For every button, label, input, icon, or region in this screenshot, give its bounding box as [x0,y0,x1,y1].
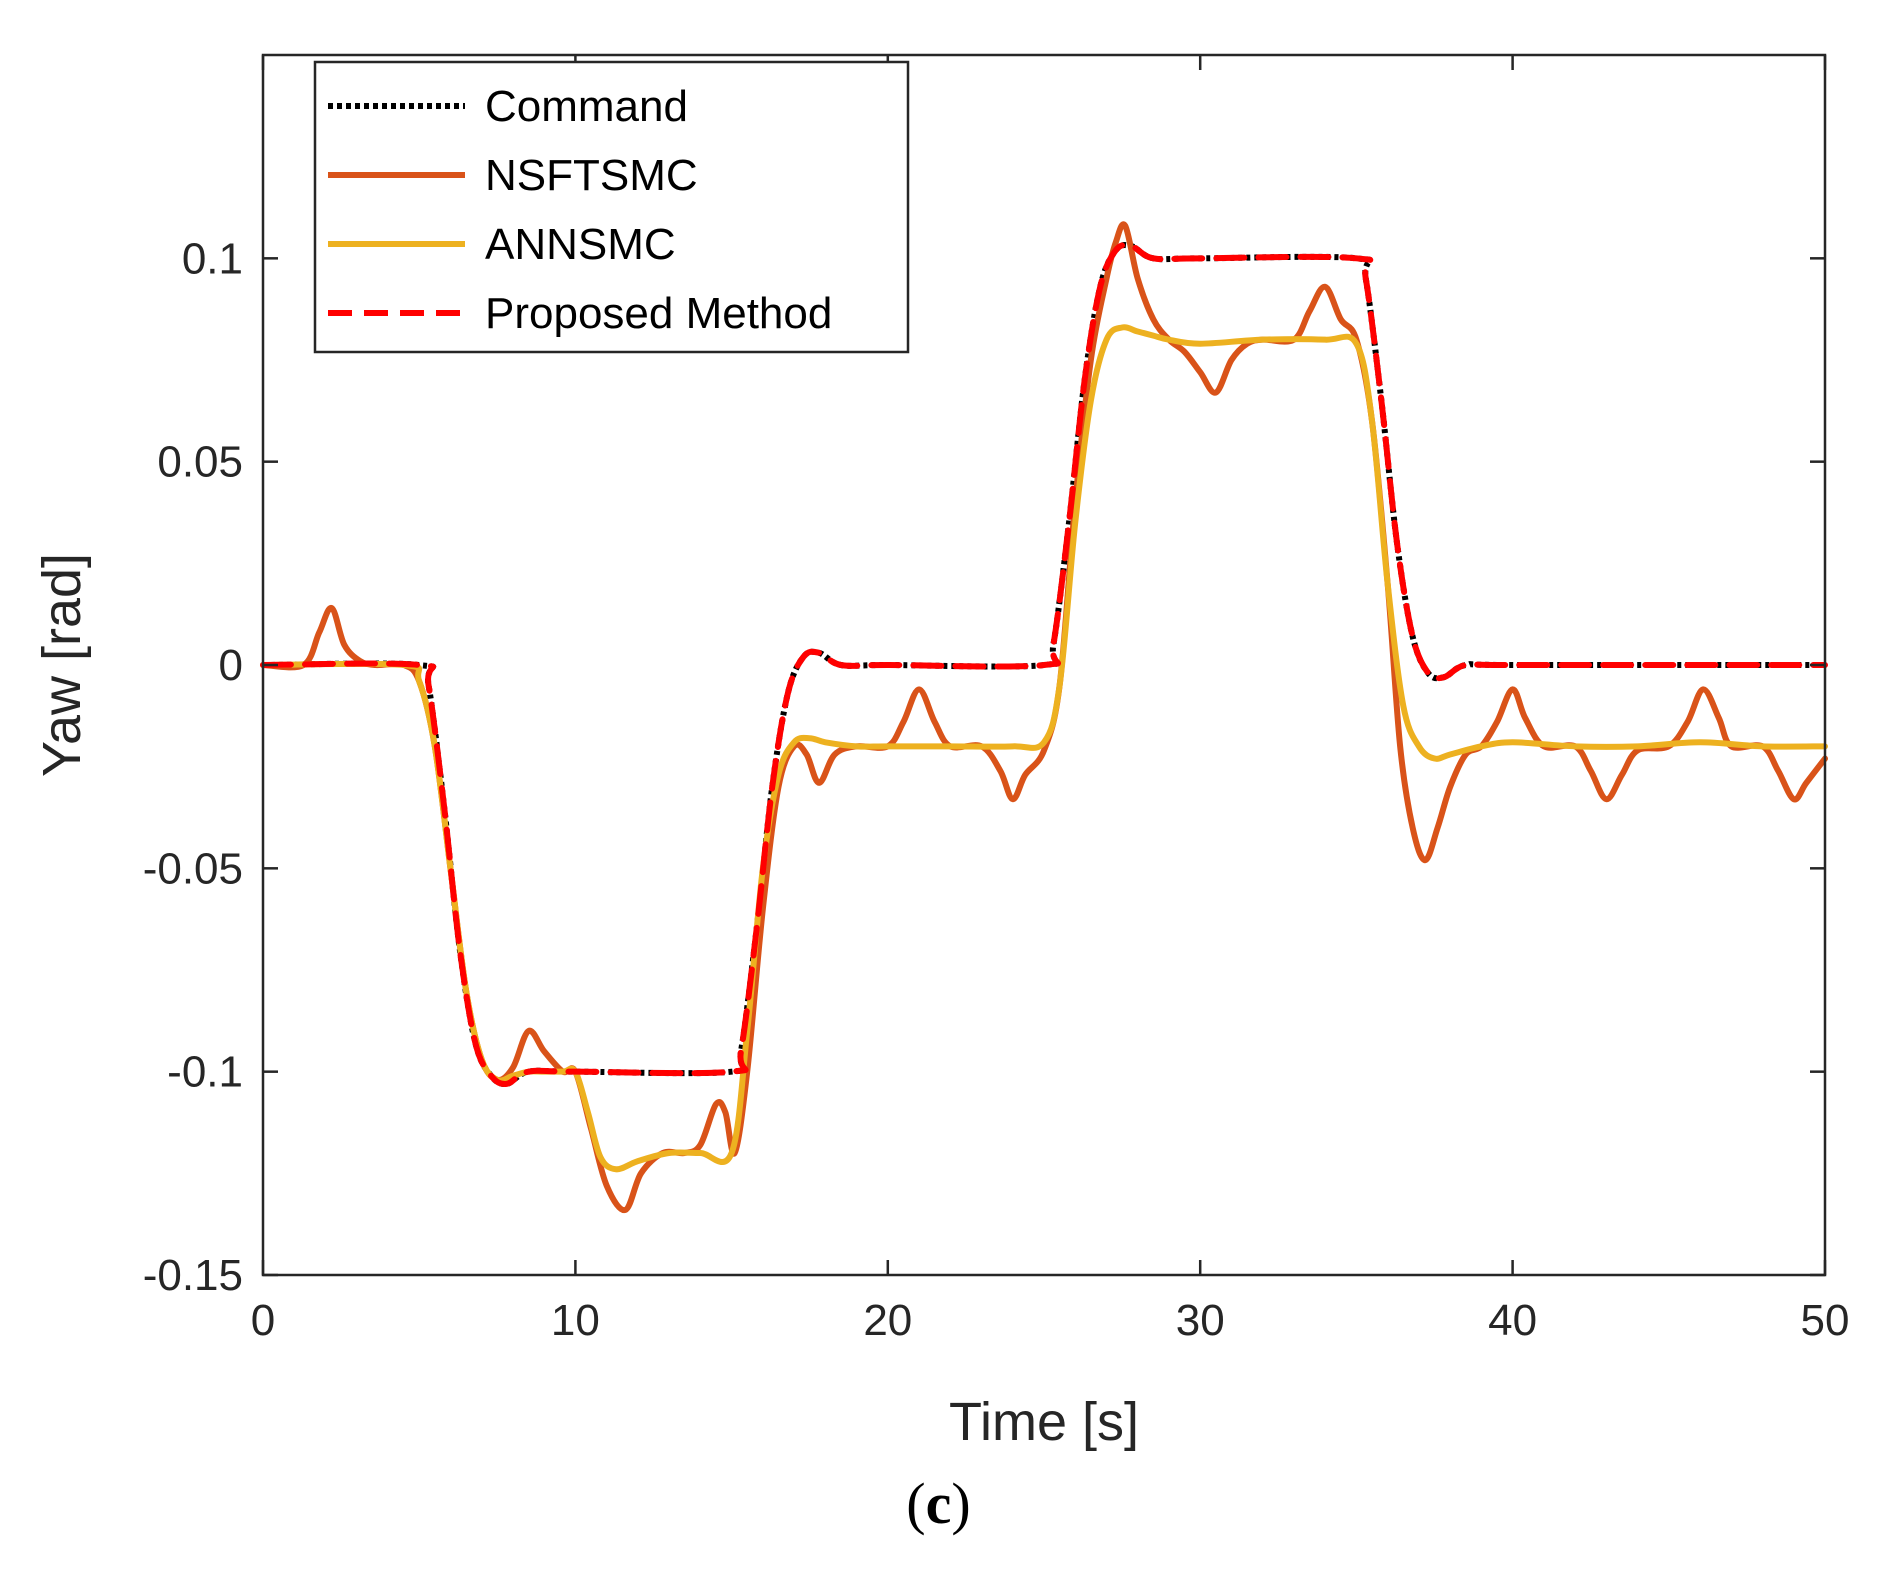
series-line-proposed-method [260,242,1828,1087]
caption-letter: c [925,1471,952,1536]
y-tick-label: -0.15 [143,1251,243,1300]
axis-ticks [261,55,1827,1277]
y-axis-title: Yaw [rad] [32,553,92,777]
x-tick-label: 30 [1176,1296,1225,1345]
legend: Command NSFTSMC ANNSMC Proposed Method [313,60,910,354]
legend-label-command: Command [485,82,688,131]
x-tick-label: 20 [863,1296,912,1345]
series-layer [260,221,1828,1214]
legend-label-annsmc: ANNSMC [485,220,676,269]
legend-label-nsftsmc: NSFTSMC [485,151,698,200]
figure-caption: (c) [0,1470,1877,1537]
series-line-annsmc [260,324,1828,1173]
y-tick-labels: -0.15 -0.1 -0.05 0 0.05 0.1 [143,234,243,1300]
x-tick-label: 50 [1801,1296,1850,1345]
caption-open-paren: ( [906,1471,926,1536]
x-tick-label: 0 [251,1296,275,1345]
x-tick-labels: 0 10 20 30 40 50 [251,1296,1850,1345]
x-axis-title: Time [s] [949,1392,1139,1452]
y-tick-label: 0 [219,641,243,690]
legend-box [313,60,910,354]
y-tick-label: 0.05 [157,438,243,487]
y-tick-label: 0.1 [182,234,243,283]
y-tick-label: -0.1 [167,1048,243,1097]
y-tick-label: -0.05 [143,844,243,893]
x-tick-label: 40 [1488,1296,1537,1345]
caption-close-paren: ) [951,1471,971,1536]
legend-label-proposed-method: Proposed Method [485,289,832,338]
x-tick-label: 10 [551,1296,600,1345]
